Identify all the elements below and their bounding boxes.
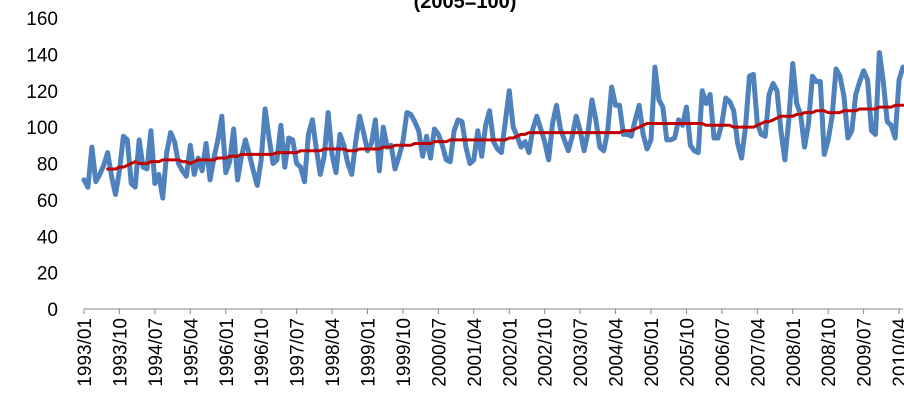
- y-tick-label: 160: [26, 9, 58, 30]
- x-tick-label: 1993/01: [75, 318, 96, 387]
- x-tick-label: 2003/07: [571, 318, 592, 387]
- x-tick-label: 2007/04: [748, 318, 769, 387]
- x-tick-label: 2006/07: [713, 318, 734, 387]
- x-tick-label: 2001/04: [465, 318, 486, 387]
- series-line-monthly: [81, 50, 904, 201]
- x-axis: [83, 308, 903, 314]
- chart-title: (2005=100): [414, 0, 517, 13]
- x-tick-label: 1999/10: [394, 318, 415, 387]
- series-line-trend: [106, 103, 904, 171]
- x-tick-label: 2004/04: [607, 318, 628, 387]
- x-tick-label: 1995/04: [181, 318, 202, 387]
- x-tick-label: 1997/07: [288, 318, 309, 387]
- x-tick-label: 1996/10: [252, 318, 273, 387]
- x-tick-label: 1993/10: [110, 318, 131, 387]
- x-tick-label: 2005/01: [642, 318, 663, 387]
- x-tick-label: 1996/01: [217, 318, 238, 387]
- x-tick-label: 2009/07: [855, 318, 876, 387]
- y-tick-label: 20: [37, 264, 58, 285]
- x-axis-tick-labels: 1993/01 1993/10 1994/07 1995/04 1996/01 1996/…: [75, 318, 904, 387]
- x-tick-label: 2000/07: [429, 318, 450, 387]
- x-tick-label: 2005/10: [677, 318, 698, 387]
- y-tick-label: 0: [47, 300, 58, 321]
- y-tick-label: 40: [37, 227, 58, 248]
- y-tick-label: 100: [26, 118, 58, 139]
- x-tick-label: 1999/01: [359, 318, 380, 387]
- x-tick-label: 1998/04: [323, 318, 344, 387]
- x-tick-label: 2008/01: [784, 318, 805, 387]
- y-tick-label: 140: [26, 45, 58, 66]
- x-tick-label: 2002/01: [500, 318, 521, 387]
- x-tick-label: 2008/10: [819, 318, 840, 387]
- x-tick-label: 2002/10: [536, 318, 557, 387]
- y-tick-label: 120: [26, 82, 58, 103]
- y-tick-label: 60: [37, 191, 58, 212]
- series-lines: [81, 50, 904, 201]
- y-axis-tick-labels: 0 20 40 60 80 100 120 140 160: [26, 9, 58, 321]
- x-tick-label: 2010/04: [890, 318, 904, 387]
- y-tick-label: 80: [37, 155, 58, 176]
- x-tick-label: 1994/07: [146, 318, 167, 387]
